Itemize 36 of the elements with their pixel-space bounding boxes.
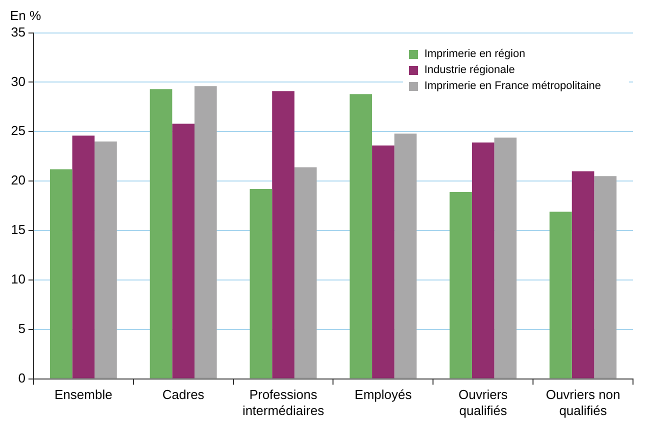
bar — [94, 142, 117, 378]
legend-label: Imprimerie en région — [424, 48, 526, 60]
bar — [250, 188, 272, 378]
legend-label: Imprimerie en France métropolitaine — [424, 80, 601, 92]
bar — [594, 176, 617, 378]
x-tick-label: Ouvriers qualifiés — [458, 387, 508, 418]
bar — [450, 192, 472, 378]
bar — [50, 169, 72, 378]
y-tick-label: 25 — [10, 123, 26, 138]
y-tick-label: 35 — [10, 24, 26, 40]
y-tick-label: 30 — [10, 74, 26, 89]
x-tick-label: Cadres — [162, 387, 205, 402]
bar — [394, 134, 417, 378]
bar — [494, 138, 517, 378]
bar — [194, 86, 217, 378]
bar — [472, 142, 494, 378]
bar — [350, 94, 372, 378]
x-tick-label: Employés — [354, 387, 412, 402]
bar — [150, 89, 172, 378]
bar — [372, 145, 394, 378]
x-tick-label: Professions intermédiaires — [242, 387, 325, 418]
y-tick-label: 15 — [10, 222, 26, 238]
y-tick-label: 0 — [18, 370, 26, 386]
x-tick-label: Ensemble — [54, 387, 112, 402]
bar — [550, 212, 572, 378]
bar — [572, 171, 594, 378]
bar — [172, 124, 195, 378]
y-tick-label: 5 — [18, 320, 26, 336]
bar — [294, 167, 317, 378]
bar — [72, 136, 95, 378]
y-axis-title: En % — [10, 8, 42, 23]
bar — [272, 91, 294, 378]
x-tick-label: Ouvriers non qualifiés — [546, 387, 620, 418]
y-tick-label: 10 — [10, 272, 26, 287]
y-tick-label: 20 — [10, 172, 26, 188]
legend-label: Industrie régionale — [424, 64, 515, 76]
